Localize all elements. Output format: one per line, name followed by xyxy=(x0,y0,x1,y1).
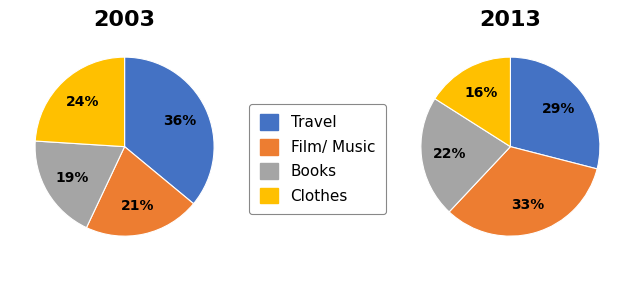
Title: 2013: 2013 xyxy=(479,10,542,30)
Wedge shape xyxy=(435,57,511,147)
Title: 2003: 2003 xyxy=(93,10,156,30)
Text: 22%: 22% xyxy=(433,147,467,161)
Legend: Travel, Film/ Music, Books, Clothes: Travel, Film/ Music, Books, Clothes xyxy=(250,104,385,214)
Wedge shape xyxy=(36,57,124,147)
Text: 16%: 16% xyxy=(464,86,498,100)
Wedge shape xyxy=(35,141,124,228)
Wedge shape xyxy=(421,99,511,212)
Text: 36%: 36% xyxy=(163,114,196,128)
Wedge shape xyxy=(449,147,597,236)
Text: 33%: 33% xyxy=(511,198,544,212)
Text: 19%: 19% xyxy=(55,171,89,185)
Text: 24%: 24% xyxy=(66,95,100,109)
Wedge shape xyxy=(86,147,194,236)
Text: 21%: 21% xyxy=(121,199,154,213)
Wedge shape xyxy=(511,57,600,169)
Text: 29%: 29% xyxy=(542,102,575,116)
Wedge shape xyxy=(124,57,214,204)
